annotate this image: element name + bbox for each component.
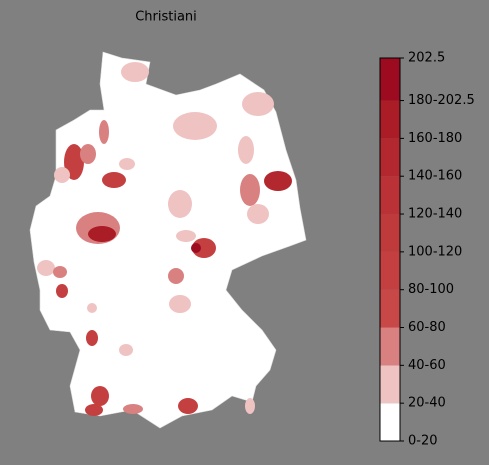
colorbar-tick-label: 202.5 bbox=[408, 51, 445, 66]
district bbox=[191, 243, 201, 253]
district bbox=[264, 171, 292, 191]
district bbox=[123, 404, 143, 414]
colorbar-band bbox=[380, 327, 400, 366]
colorbar-band bbox=[380, 251, 400, 290]
colorbar-tick-label: 80-100 bbox=[408, 282, 454, 297]
district bbox=[87, 303, 97, 313]
district bbox=[242, 92, 274, 116]
district bbox=[178, 398, 198, 414]
district bbox=[54, 167, 70, 183]
colorbar-tick-label: 100-120 bbox=[408, 244, 462, 259]
colorbar-band bbox=[380, 58, 400, 101]
district bbox=[245, 398, 255, 414]
colorbar-band bbox=[380, 214, 400, 252]
colorbar-band bbox=[380, 100, 400, 139]
map-title: Christiani bbox=[135, 10, 197, 25]
district bbox=[247, 204, 269, 224]
colorbar-tick-label: 140-160 bbox=[408, 169, 462, 184]
district bbox=[173, 112, 217, 140]
district bbox=[169, 295, 191, 313]
district bbox=[168, 268, 184, 284]
colorbar-band bbox=[380, 289, 400, 328]
country-outline bbox=[29, 51, 307, 429]
colorbar-band bbox=[380, 176, 400, 215]
colorbar-tick-label: 20-40 bbox=[408, 396, 446, 411]
colorbar-tick-label: 40-60 bbox=[408, 358, 446, 373]
colorbar-band bbox=[380, 138, 400, 177]
district bbox=[192, 238, 216, 258]
colorbar-tick-label: 120-140 bbox=[408, 207, 462, 222]
colorbar-tick-label: 0-20 bbox=[408, 434, 438, 449]
district bbox=[176, 230, 196, 242]
district bbox=[121, 62, 149, 82]
colorbar-tick-label: 180-202.5 bbox=[408, 93, 475, 108]
district bbox=[102, 172, 126, 188]
colorbar-frame bbox=[379, 57, 401, 442]
district bbox=[56, 284, 68, 298]
colorbar-tick-label: 160-180 bbox=[408, 131, 462, 146]
district bbox=[240, 174, 260, 206]
colorbar: 0-20 20-40 40-60 60-80 80-100 100-120 120-140 1… bbox=[379, 51, 475, 449]
district bbox=[119, 158, 135, 170]
district bbox=[37, 260, 55, 276]
district bbox=[119, 344, 133, 356]
colorbar-band bbox=[380, 403, 400, 441]
colorbar-tick-label: 60-80 bbox=[408, 320, 446, 335]
district bbox=[168, 190, 192, 218]
germany-map bbox=[29, 51, 307, 429]
district bbox=[85, 404, 103, 416]
district bbox=[86, 330, 98, 346]
district bbox=[80, 144, 96, 164]
district bbox=[88, 226, 116, 242]
colorbar-band bbox=[380, 365, 400, 404]
district bbox=[53, 266, 67, 278]
district bbox=[99, 120, 109, 144]
district bbox=[64, 144, 84, 180]
district bbox=[238, 136, 254, 164]
district bbox=[91, 386, 109, 406]
